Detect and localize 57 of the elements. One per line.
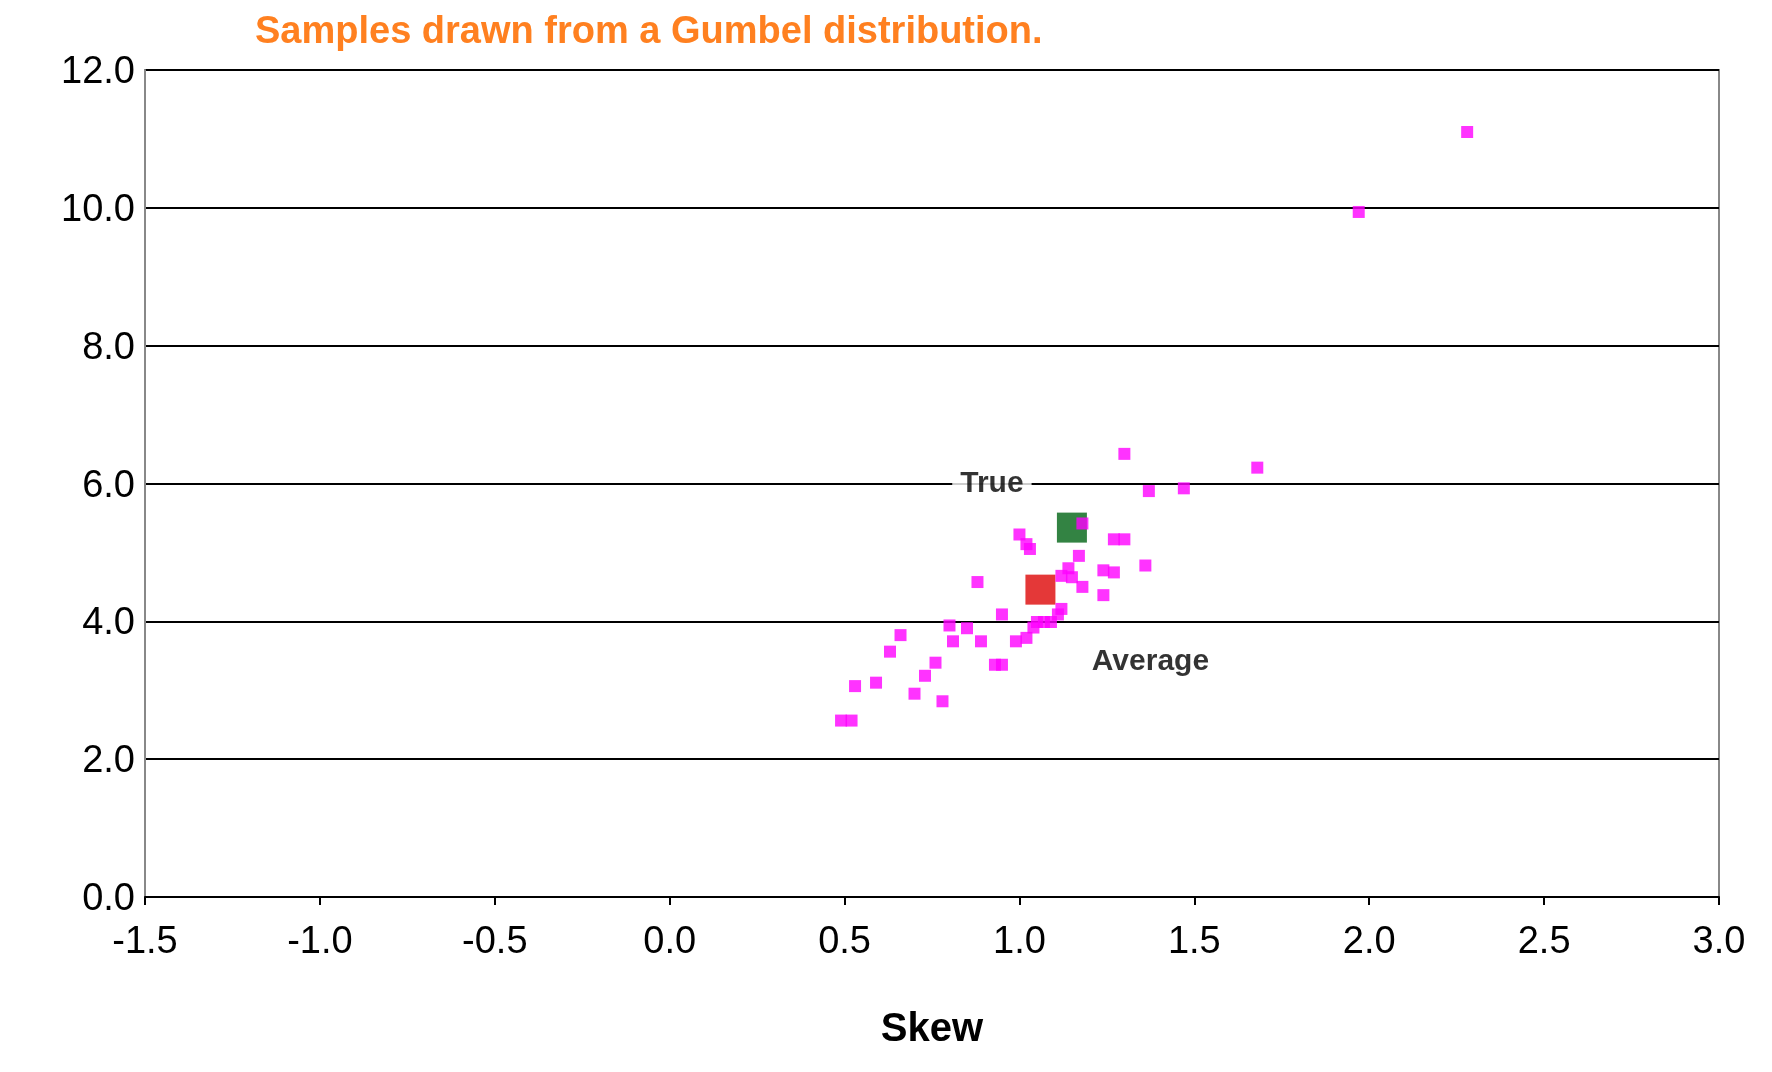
series-label: True bbox=[960, 465, 1024, 499]
x-tick-label: 2.0 bbox=[1342, 919, 1396, 961]
point bbox=[943, 619, 956, 632]
y-tick-label: 8.0 bbox=[82, 324, 135, 367]
chart-title: Samples drawn from a Gumbel distribution. bbox=[255, 9, 1043, 51]
point bbox=[936, 695, 949, 708]
point bbox=[1107, 566, 1120, 579]
y-tick-label: 4.0 bbox=[82, 600, 135, 643]
x-tick-label: -1.5 bbox=[112, 919, 178, 961]
x-tick-label: 0.5 bbox=[818, 919, 871, 961]
point bbox=[1023, 542, 1036, 555]
point bbox=[1076, 580, 1089, 593]
point bbox=[960, 622, 973, 635]
point bbox=[835, 714, 848, 727]
x-tick-label: 0.0 bbox=[643, 919, 697, 961]
point bbox=[884, 645, 897, 658]
x-tick-label: 3.0 bbox=[1692, 919, 1746, 961]
y-tick-label: 10.0 bbox=[61, 186, 135, 229]
point bbox=[845, 714, 858, 727]
point bbox=[1025, 574, 1056, 605]
point bbox=[1055, 602, 1068, 615]
point bbox=[1352, 205, 1365, 218]
series-label: Average bbox=[1091, 643, 1210, 677]
point bbox=[1020, 631, 1033, 644]
point bbox=[1118, 533, 1131, 546]
point bbox=[995, 608, 1008, 621]
y-tick-label: 0.0 bbox=[82, 876, 135, 918]
y-tick-label: 12.0 bbox=[61, 49, 135, 91]
point bbox=[1251, 461, 1264, 474]
x-tick-label: -0.5 bbox=[462, 919, 528, 961]
point bbox=[849, 680, 862, 693]
x-tick-label: 1.0 bbox=[993, 919, 1046, 961]
point bbox=[1139, 559, 1152, 572]
point bbox=[870, 676, 883, 689]
y-tick-label: 2.0 bbox=[82, 738, 135, 781]
point bbox=[1065, 571, 1078, 584]
point bbox=[1097, 589, 1110, 602]
point bbox=[1097, 564, 1110, 577]
point bbox=[1076, 517, 1089, 530]
point bbox=[1118, 447, 1131, 460]
x-tick-label: 1.5 bbox=[1167, 919, 1221, 961]
point bbox=[919, 669, 931, 682]
point bbox=[1072, 549, 1085, 562]
point bbox=[1142, 485, 1155, 498]
x-tick-label: -1.0 bbox=[287, 919, 353, 961]
point bbox=[971, 576, 984, 589]
point bbox=[974, 635, 987, 648]
point bbox=[1177, 482, 1190, 495]
point bbox=[995, 658, 1008, 671]
point bbox=[1461, 126, 1474, 139]
x-axis-title: Skew bbox=[880, 1005, 985, 1049]
point bbox=[908, 687, 921, 700]
y-tick-label: 6.0 bbox=[82, 462, 135, 505]
point bbox=[894, 629, 907, 642]
point bbox=[929, 656, 942, 669]
x-tick-label: 2.5 bbox=[1517, 919, 1571, 961]
point bbox=[946, 635, 959, 648]
